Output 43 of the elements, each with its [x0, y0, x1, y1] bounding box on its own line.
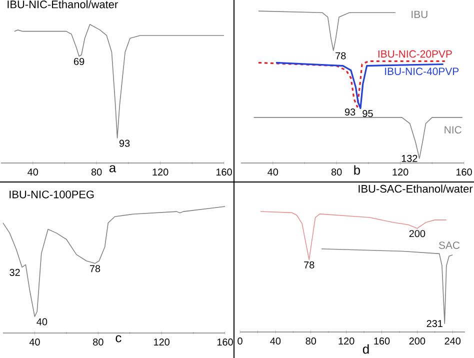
x-tick-label: 80	[93, 338, 104, 346]
x-tick-label: 40	[29, 338, 40, 346]
x-tick-label: 40	[28, 168, 38, 176]
x-tick-label: 80	[331, 168, 342, 176]
annotation: 78	[304, 261, 314, 268]
x-tick-label: 200	[409, 338, 426, 345]
annotation: 93	[119, 140, 130, 147]
annotation: 40	[36, 318, 48, 326]
x-tick-label: 120	[154, 338, 170, 346]
x-tick-label: 0	[238, 338, 242, 345]
x-axis-title: d	[362, 344, 369, 354]
series-label: SAC	[438, 242, 460, 249]
annotation: 78	[336, 52, 346, 60]
annotation: 132	[402, 154, 418, 162]
x-tick-label: 40	[268, 168, 278, 176]
x-axis-title: a	[109, 165, 116, 172]
x-tick-label: 80	[306, 338, 316, 345]
x-axis-title: b	[354, 165, 360, 175]
x-tick-label: 120	[392, 168, 408, 176]
annotation: 78	[90, 265, 100, 272]
series-label: NIC	[444, 126, 462, 134]
x-tick-label: 80	[91, 168, 102, 176]
chart-title: IBU-NIC-Ethanol/water	[8, 0, 118, 8]
series-label: IBU	[412, 10, 428, 18]
annotation: 69	[74, 58, 84, 66]
x-tick-label: 120	[338, 338, 354, 345]
annotation: 231	[426, 320, 442, 328]
x-axis-title: c	[116, 335, 122, 342]
chart-title: IBU-NIC-100PEG	[10, 190, 94, 198]
x-tick-label: 160	[374, 338, 390, 345]
x-tick-label: 240	[444, 338, 461, 345]
annotation: 95	[362, 110, 373, 118]
series-label: IBU-NIC-20PVP	[378, 50, 452, 58]
annotation: 93	[344, 108, 356, 116]
x-tick-label: 40	[270, 338, 281, 345]
x-tick-label: 160	[216, 168, 232, 176]
chart-title: IBU-SAC-Ethanol/water	[358, 184, 473, 193]
x-tick-label: 160	[456, 168, 472, 176]
annotation: 200	[409, 230, 426, 238]
annotation: 32	[10, 268, 20, 276]
x-tick-label: 120	[152, 168, 168, 176]
x-tick-label: 160	[217, 338, 233, 346]
series-label: IBU-NIC-40PVP	[385, 68, 459, 76]
